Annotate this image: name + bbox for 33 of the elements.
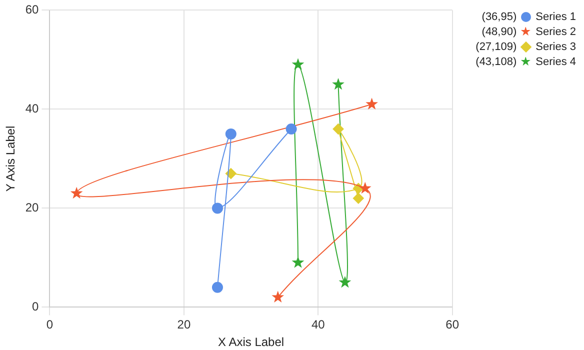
text: (27,109) <box>476 40 517 52</box>
point <box>225 168 236 180</box>
point <box>366 98 378 110</box>
y-tick-label: 0 <box>32 300 40 314</box>
point <box>332 78 344 90</box>
point <box>286 124 297 134</box>
text: (36,95) <box>482 10 517 22</box>
text: (43,108) <box>476 56 517 68</box>
x-tick-label: 20 <box>177 318 191 332</box>
x-tick-label: 40 <box>311 318 326 332</box>
point <box>358 182 372 194</box>
point <box>338 276 352 288</box>
y-axis-title: Y Axis Label <box>4 126 18 192</box>
legend-label: Series 3 <box>536 40 576 52</box>
legend-label: Series 1 <box>536 10 576 22</box>
y-tick-label: 40 <box>25 102 40 116</box>
x-tick-label: 60 <box>446 318 460 332</box>
point <box>292 58 304 70</box>
point <box>212 202 223 214</box>
y-tick-label: 20 <box>25 200 40 215</box>
point <box>225 128 236 140</box>
text: (48,90) <box>482 26 517 38</box>
point <box>272 290 284 303</box>
point <box>332 124 344 134</box>
legend-label: Series 2 <box>536 26 576 38</box>
point <box>212 282 223 293</box>
point <box>292 256 304 268</box>
point <box>70 186 83 199</box>
legend-label: Series 4 <box>536 56 576 68</box>
x-axis-title: X Axis Label <box>218 335 284 350</box>
y-tick-label: 60 <box>25 2 40 17</box>
x-tick-label: 0 <box>46 318 54 332</box>
point <box>352 192 364 204</box>
